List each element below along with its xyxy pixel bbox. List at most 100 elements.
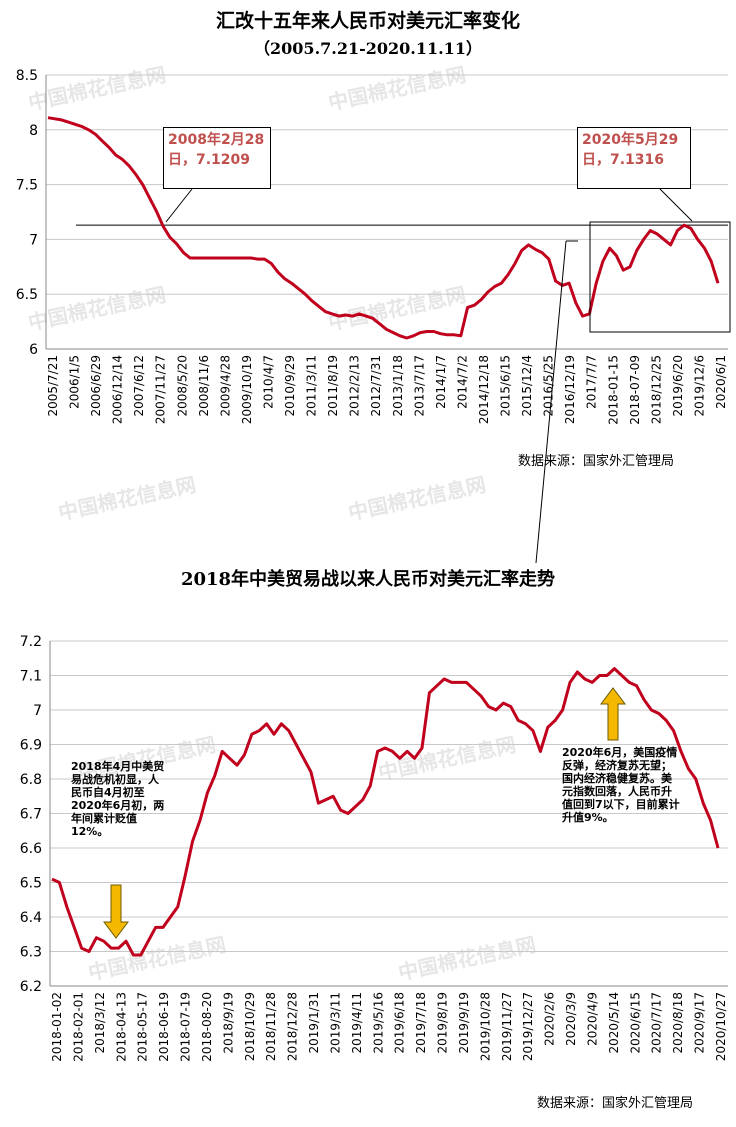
- arrow-down-icon: [103, 884, 129, 939]
- chart2-ytick: 6.8: [20, 772, 42, 788]
- chart2-ytick: 6.5: [20, 876, 42, 892]
- chart1-ytick: 8.5: [16, 68, 38, 84]
- chart1-xtick: 2018/12/25: [649, 355, 663, 424]
- chart2-xtick: 2018-07-19: [179, 992, 193, 1062]
- chart2-source: 数据来源：国家外汇管理局: [537, 1096, 694, 1111]
- chart2-title: 2018年中美贸易战以来人民币对美元汇率走势: [180, 569, 556, 590]
- chart1-ytick: 6: [29, 342, 38, 358]
- chart1-xtick: 2007/11/27: [154, 355, 168, 424]
- chart2-xtick: 2018/12/28: [286, 992, 300, 1061]
- chart1-xtick: 2013/1/18: [391, 355, 405, 417]
- connector-line: [535, 240, 567, 564]
- chart2-xtick: 2019/7/18: [414, 992, 428, 1054]
- chart1-xtick: 2016/5/25: [542, 355, 556, 417]
- chart1-xtick: 2006/1/5: [68, 355, 82, 409]
- chart2-xtick: 2019/12/27: [521, 992, 535, 1061]
- chart1-xtick: 2017/7/7: [585, 355, 599, 409]
- chart2-xtick: 2019/4/11: [350, 992, 364, 1054]
- chart2-xtick: 2020/4/9: [585, 992, 599, 1046]
- chart2-xtick: 2020/2/6: [543, 992, 557, 1046]
- chart1-xtick: 2007/6/12: [132, 355, 146, 417]
- chart1-subtitle: （2005.7.21-2020.11.11）: [254, 39, 482, 58]
- chart2-xtick: 2020/7/17: [650, 992, 664, 1054]
- chart1-xtick: 2018-07-09: [628, 355, 642, 425]
- chart2-xtick: 2018-06-19: [157, 992, 171, 1062]
- chart2-xtick: 2020/6/15: [628, 992, 642, 1054]
- chart2-xtick: 2019/11/27: [500, 992, 514, 1061]
- callout2-pointer: [659, 188, 693, 222]
- watermark-text: 中国棉花信息网: [326, 282, 468, 335]
- callout1-pointer: [165, 188, 193, 223]
- callout-2020-peak: 2020年5月29日，7.1316: [577, 127, 691, 189]
- watermark-text: 中国棉花信息网: [56, 472, 198, 525]
- chart2-xtick: 2019/1/31: [307, 992, 321, 1054]
- chart2-xtick: 2019/8/19: [436, 992, 450, 1054]
- chart2-xtick: 2018/11/28: [264, 992, 278, 1061]
- chart2-xtick: 2020/5/14: [607, 992, 621, 1054]
- chart1-xtick: 2016/12/19: [563, 355, 577, 424]
- chart1-xtick: 2014/1/7: [434, 355, 448, 409]
- watermark-text: 中国棉花信息网: [396, 932, 538, 985]
- chart2-xtick: 2018-08-20: [200, 992, 214, 1062]
- chart1-xtick: 2009/10/19: [240, 355, 254, 424]
- chart1-series-line: [47, 116, 720, 340]
- chart2-ytick: 6.3: [20, 945, 42, 961]
- zoom-box: [589, 221, 731, 333]
- chart1-xtick: 2015/12/4: [520, 355, 534, 417]
- chart1-title: 汇改十五年来人民币对美元汇率变化: [215, 10, 520, 32]
- chart1-xtick: 2009/4/28: [218, 355, 232, 417]
- note-2018-trade-war: 2018年4月中美贸易战危机初显，人民币自4月初至2020年6月初，两年间累计贬…: [71, 760, 165, 838]
- chart1-xtick: 2012/7/31: [369, 355, 383, 417]
- callout-2008-peak: 2008年2月28日，7.1209: [163, 127, 271, 189]
- chart2-xtick: 2019/9/19: [457, 992, 471, 1054]
- watermark-text: 中国棉花信息网: [26, 282, 168, 335]
- chart2-xtick: 2018-04-13: [114, 992, 128, 1062]
- chart2-xtick: 2018/10/29: [243, 992, 257, 1061]
- chart2-ytick: 7: [33, 703, 42, 719]
- chart2-xtick: 2020/8/18: [671, 992, 685, 1054]
- note-2020-recovery: 2020年6月，美国疫情反弹，经济复苏无望；国内经济稳健复苏。美元指数回落，人民…: [562, 746, 680, 824]
- chart2-xtick: 2018-01-02: [50, 992, 64, 1062]
- chart2-xtick: 2019/5/16: [371, 992, 385, 1054]
- chart1-xtick: 2014/7/2: [455, 355, 469, 409]
- chart2-xtick: 2020/3/9: [564, 992, 578, 1046]
- chart1-xtick: 2006/6/29: [89, 355, 103, 417]
- chart2-ytick: 6.9: [20, 738, 42, 754]
- chart1-xtick: 2019/6/20: [671, 355, 685, 417]
- chart2-xtick: 2019/10/28: [478, 992, 492, 1061]
- chart1-ytick: 8: [29, 123, 38, 139]
- chart1-xtick: 2020/6/1: [714, 355, 728, 409]
- chart1-xtick: 2013/7/17: [412, 355, 426, 417]
- chart2-ytick: 6.6: [20, 841, 42, 857]
- chart2-ytick: 6.4: [20, 910, 42, 926]
- chart2-series-line: [51, 667, 720, 957]
- chart1-ytick: 7: [29, 232, 38, 248]
- chart1-ytick: 7.5: [16, 178, 38, 194]
- watermark-text: 中国棉花信息网: [26, 62, 168, 115]
- watermark-text: 中国棉花信息网: [346, 472, 488, 525]
- chart1-ytick: 6.5: [16, 287, 38, 303]
- chart1-xtick: 2010/4/7: [261, 355, 275, 409]
- chart2-xtick: 2020/9/17: [693, 992, 707, 1054]
- watermark-text: 中国棉花信息网: [326, 62, 468, 115]
- chart1-xtick: 2010/9/29: [283, 355, 297, 417]
- chart1-source: 数据来源：国家外汇管理局: [518, 454, 675, 469]
- chart2-xtick: 2018/9/19: [221, 992, 235, 1054]
- chart1-xtick: 2011/8/19: [326, 355, 340, 417]
- chart1-xtick: 2011/3/11: [305, 355, 319, 417]
- watermark-text: 中国棉花信息网: [86, 932, 228, 985]
- chart1-xtick: 2014/12/18: [477, 355, 491, 424]
- chart2-ytick: 7.1: [20, 669, 42, 685]
- chart2-xtick: 2019/6/18: [393, 992, 407, 1054]
- chart2-xtick: 2018-05-17: [136, 992, 150, 1062]
- chart2-ytick: 7.2: [20, 634, 42, 650]
- chart1-xtick: 2015/6/15: [499, 355, 513, 417]
- arrow-up-icon: [600, 687, 626, 741]
- chart1-xtick: 2012/2/13: [348, 355, 362, 417]
- chart2-xtick: 2018/3/12: [93, 992, 107, 1054]
- chart2-ytick: 6.2: [20, 979, 42, 995]
- chart1-xtick: 2018-01-15: [606, 355, 620, 425]
- chart1-xtick: 2008/11/6: [197, 355, 211, 417]
- chart2-ytick: 6.7: [20, 807, 42, 823]
